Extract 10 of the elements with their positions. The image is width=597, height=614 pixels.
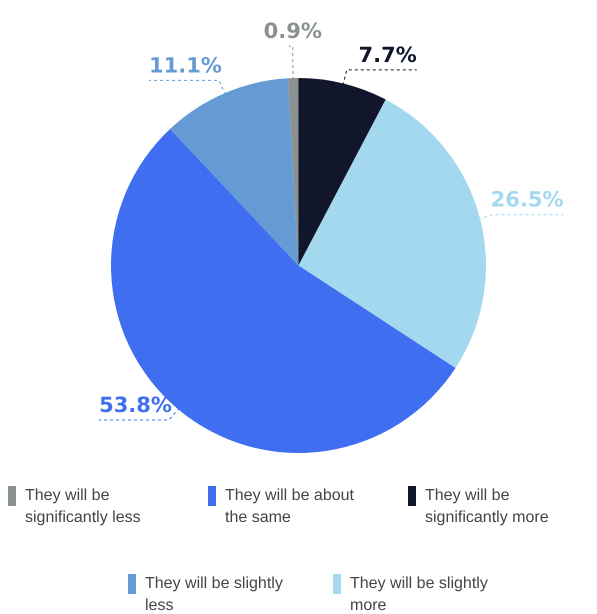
legend-label: They will be slightly more: [350, 574, 489, 614]
legend-label: They will be slightly less: [145, 574, 284, 614]
legend-label: They will be significantly more: [425, 486, 550, 528]
legend-label: They will be about the same: [225, 486, 355, 528]
data-label: 11.1%: [149, 53, 222, 78]
data-label: 0.9%: [264, 19, 322, 44]
data-label: 53.8%: [99, 392, 172, 417]
data-label: 7.7%: [358, 42, 417, 67]
data-label: 26.5%: [490, 188, 564, 212]
legend-label: They will be significantly less: [25, 486, 142, 528]
